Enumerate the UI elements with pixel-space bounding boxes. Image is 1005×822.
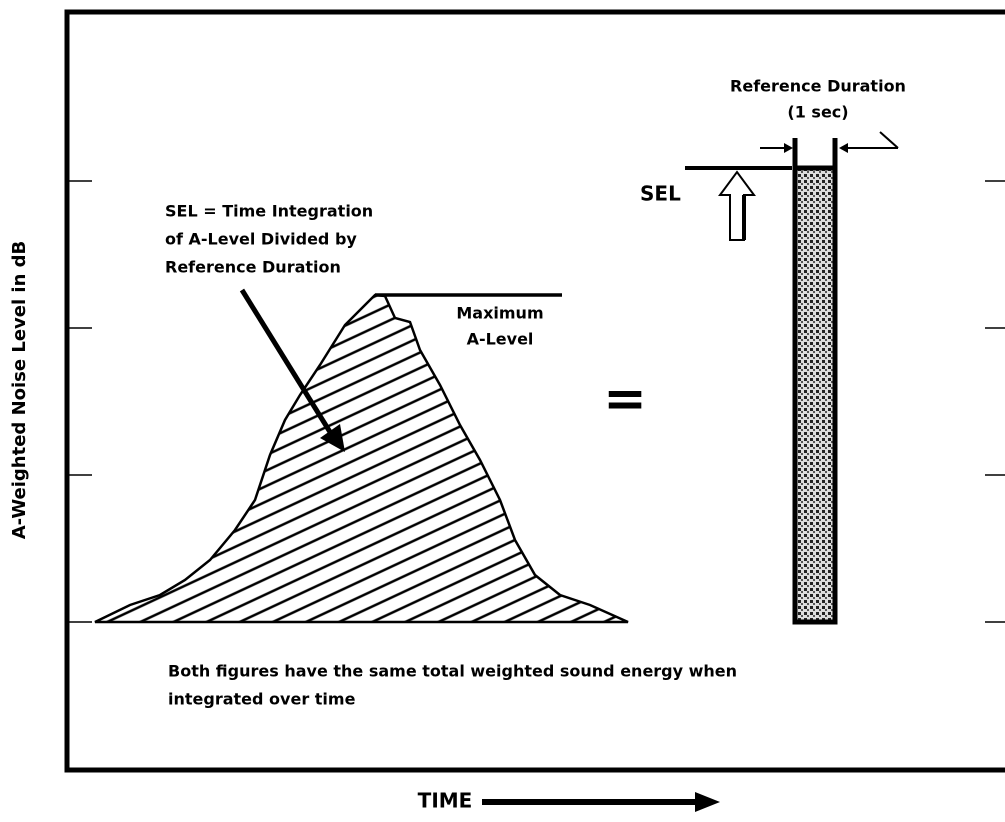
footnote: integrated over time [168,690,356,709]
sel-bar [792,165,838,625]
pointer-arrow [239,288,333,434]
sel-arrow [718,170,756,241]
time-arrowhead [695,792,720,812]
pointer-arrowhead [320,424,345,452]
y-axis-label: A-Weighted Noise Level in dB [9,241,30,540]
sel-definition: SEL = Time Integration [165,202,373,221]
duration-label: (1 sec) [787,103,848,122]
ticks [68,180,1005,623]
x-axis-label: TIME [418,789,473,813]
max-label: A-Level [467,330,534,349]
noise-event [94,293,629,624]
footnote: Both figures have the same total weighte… [168,662,737,681]
sel-definition: Reference Duration [165,258,341,277]
sel-label: SEL [640,182,681,206]
duration-label: Reference Duration [730,77,906,96]
sel-definition: of A-Level Divided by [165,230,357,249]
equals-sign: = [603,369,647,429]
max-label: Maximum [456,304,543,323]
frame [64,9,1005,773]
